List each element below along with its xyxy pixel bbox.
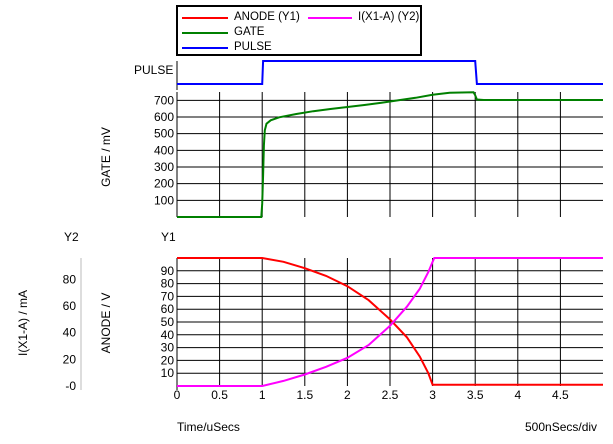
time-tick-label: 3.5 [467, 388, 484, 402]
legend-item-anode: ANODE (Y1) [182, 10, 307, 24]
gate-tick-label: 100 [154, 193, 174, 207]
anode-tick-label: 60 [161, 302, 175, 316]
legend: ANODE (Y1) I(X1-A) (Y2) GATE PULSE [176, 5, 422, 56]
current-tick-label: 60 [63, 299, 77, 313]
current-axis-label: I(X1-A) / mA [16, 290, 30, 357]
current-tick-label: 20 [63, 352, 77, 366]
gate-tick-label: 400 [154, 143, 174, 157]
time-tick-label: 2.5 [382, 388, 399, 402]
pulse-series-line [177, 60, 603, 85]
legend-swatch-pulse [182, 47, 228, 49]
anode-tick-label: 80 [161, 277, 175, 291]
anode-tick-label: 30 [161, 341, 175, 355]
legend-swatch-gate [182, 32, 228, 34]
anode-tick-label: 20 [161, 353, 175, 367]
time-tick-label: 4.5 [552, 388, 569, 402]
gate-series-line [177, 91, 603, 218]
time-tick-label: 1 [259, 388, 266, 402]
pulse-axis-label: PULSE [134, 63, 174, 77]
legend-item-pulse: PULSE [182, 40, 307, 54]
time-tick-label: 4 [514, 388, 521, 402]
legend-swatch-anode [182, 17, 228, 19]
current-tick-label: 40 [63, 326, 77, 340]
legend-swatch-current [308, 17, 352, 19]
anode-tick-label: 40 [161, 328, 175, 342]
gate-tick-label: 300 [154, 160, 174, 174]
legend-label-gate: GATE [234, 26, 265, 38]
current-tick-label: 80 [63, 272, 77, 286]
y1-header: Y1 [161, 230, 176, 244]
legend-item-gate: GATE [182, 25, 307, 39]
time-tick-label: 1.5 [296, 388, 313, 402]
legend-item-current: I(X1-A) (Y2) [308, 10, 420, 24]
gate-tick-label: 700 [154, 93, 174, 107]
time-tick-label: 0 [174, 388, 181, 402]
time-tick-label: 0.5 [211, 388, 228, 402]
anode-tick-label: 90 [161, 264, 175, 278]
main-series-line [177, 257, 603, 387]
current-tick-label: -0 [65, 379, 76, 393]
time-scale-label: 500nSecs/div [525, 420, 598, 434]
gate-axis-label: GATE / mV [99, 127, 113, 187]
legend-label-anode: ANODE (Y1) [234, 11, 300, 23]
time-tick-label: 3 [429, 388, 436, 402]
main-series-line [177, 257, 603, 386]
y2-header: Y2 [64, 230, 79, 244]
anode-tick-label: 70 [161, 289, 175, 303]
legend-label-pulse: PULSE [234, 41, 272, 53]
legend-label-current: I(X1-A) (Y2) [358, 11, 420, 23]
gate-tick-label: 600 [154, 110, 174, 124]
time-tick-label: 2 [344, 388, 351, 402]
gate-tick-label: 500 [154, 127, 174, 141]
gate-tick-label: 200 [154, 177, 174, 191]
anode-axis-label: ANODE / V [99, 292, 113, 354]
anode-tick-label: 10 [161, 366, 175, 380]
anode-tick-label: 50 [161, 315, 175, 329]
time-axis-label: Time/uSecs [177, 420, 240, 434]
